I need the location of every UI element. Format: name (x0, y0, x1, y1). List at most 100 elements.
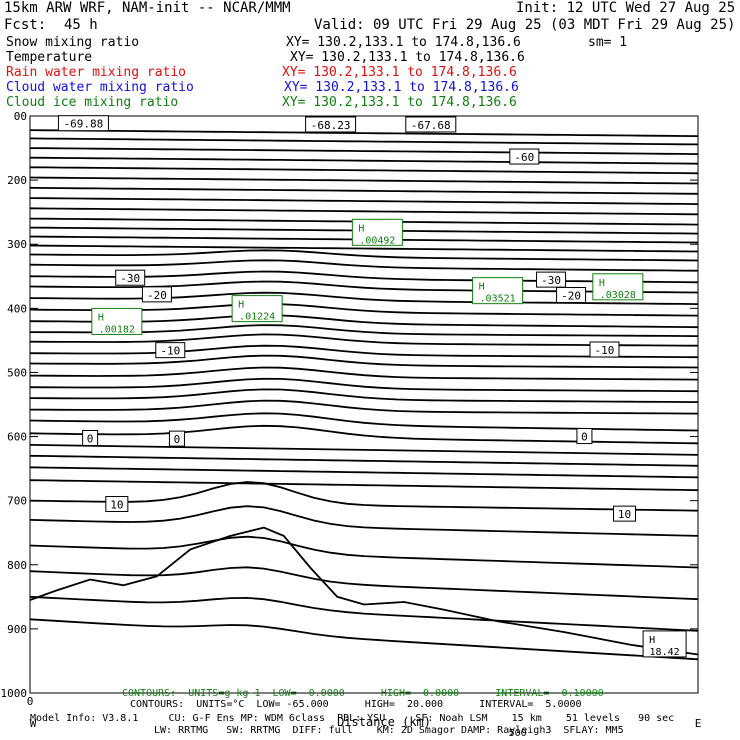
isotherm-line (29, 147, 699, 155)
temperature-min-label: -67.68 (405, 116, 457, 133)
valid-time: Valid: 09 UTC Fri 29 Aug 25 (03 MDT Fri … (314, 17, 736, 33)
isotherm-line (29, 166, 699, 175)
temperature-contours (29, 129, 699, 661)
isotherm-line (29, 344, 699, 359)
x-axis-label: Distance (km) (337, 715, 431, 729)
label-box (105, 496, 129, 513)
isotherm-line (29, 399, 699, 415)
field-xy-rain: XY= 130.2,133.1 to 174.8,136.6 (282, 65, 517, 80)
label-text: 0 (87, 432, 94, 445)
high-box (642, 630, 687, 658)
isotherm-label: -60 (509, 148, 540, 165)
cloud-ice-high: H.03521 (472, 277, 524, 305)
isotherm-line (29, 176, 699, 185)
label-box (556, 287, 587, 304)
isotherm-label: 0 (168, 430, 185, 447)
isotherm-line (29, 186, 699, 195)
cloud-ice-high: H.03028 (592, 273, 644, 301)
field-extra-snow: sm= 1 (588, 35, 628, 50)
field-xy-cloudice: XY= 130.2,133.1 to 174.8,136.6 (282, 95, 517, 110)
label-box (82, 429, 99, 446)
isotherm-line (29, 291, 699, 305)
isotherm-line (29, 249, 699, 262)
isotherm-line (29, 354, 699, 369)
field-name-cloudwater: Cloud water mixing ratio (6, 80, 194, 95)
isotherm-label: 10 (613, 505, 637, 522)
isotherm-line (29, 412, 699, 432)
high-symbol: H (238, 300, 244, 311)
isotherm-label: 0 (576, 428, 593, 445)
label-text: -67.68 (411, 119, 451, 132)
label-box (589, 341, 620, 358)
high-value: 18.42 (650, 647, 680, 658)
high-box (91, 307, 143, 335)
isotherm-line (29, 377, 699, 393)
label-text: -10 (160, 345, 180, 358)
y-tick-label: 800 (7, 559, 27, 572)
isotherm-line (29, 566, 699, 601)
y-tick-label: 900 (7, 623, 27, 636)
y-tick-label: 300 (7, 238, 27, 251)
isotherm-label: -20 (556, 287, 587, 304)
high-symbol: H (649, 635, 655, 646)
x-tick-label: 500 (509, 728, 527, 739)
fcst-label: Fcst: (4, 17, 47, 33)
temperature-high: H18.42 (642, 630, 687, 658)
cloud-ice-high: H.01224 (231, 295, 283, 323)
label-box (576, 428, 593, 445)
label-box (405, 116, 457, 133)
isotherm-line (29, 444, 699, 456)
isotherm-label: -30 (115, 269, 146, 286)
cloud-ice-high: H.00182 (91, 307, 143, 335)
label-text: 10 (110, 499, 123, 512)
model-title: 15km ARW WRF, NAM-init -- NCAR/MMM (4, 0, 291, 16)
label-text: -20 (561, 290, 581, 303)
label-box (115, 269, 146, 286)
high-box (231, 295, 283, 323)
label-box (168, 430, 185, 447)
field-name-cloudice: Cloud ice mixing ratio (6, 95, 179, 110)
contour-info-temp: CONTOURS: UNITS=°C LOW= -65.000 HIGH= 20… (130, 699, 582, 710)
high-box (592, 273, 644, 301)
label-text: -60 (514, 151, 534, 164)
isotherm-label: -10 (589, 341, 620, 358)
field-name-snow: Snow mixing ratio (6, 35, 140, 50)
label-text: 0 (581, 431, 588, 444)
label-text: -69.88 (64, 118, 104, 131)
label-text: -30 (541, 274, 561, 287)
isotherm-line (29, 466, 699, 479)
high-value: .03521 (480, 294, 516, 305)
y-tick-label: 200 (7, 174, 27, 187)
field-xy-cloudwater: XY= 130.2,133.1 to 174.8,136.6 (284, 80, 519, 95)
high-box (351, 218, 403, 246)
isotherm-line (29, 137, 699, 146)
field-name-temp: Temperature (6, 50, 93, 65)
terrain-line (29, 526, 699, 656)
contour-info-ice: CONTOURS: UNITS=g kg-1 LOW= 0.0000 HIGH=… (122, 688, 604, 699)
isotherm-line (29, 535, 699, 569)
isotherm-line (29, 481, 699, 512)
label-text: -10 (595, 344, 615, 357)
isotherm-label: -20 (141, 286, 172, 303)
y-tick-label: 1000 (1, 687, 28, 700)
temperature-min-label: -69.88 (57, 115, 109, 132)
init-time: Init: 12 UTC Wed 27 Aug 25 (516, 0, 736, 16)
isotherm-line (29, 156, 699, 165)
label-box (305, 116, 357, 133)
temperature-min-label: -68.23 (305, 116, 357, 133)
isotherm-label: -30 (536, 271, 567, 288)
high-value: .01224 (239, 312, 275, 323)
isotherm-line (29, 129, 699, 137)
label-box (155, 342, 186, 359)
label-box (57, 115, 109, 132)
plot-border (29, 115, 699, 694)
isotherm-line (29, 197, 699, 205)
high-value: .00182 (99, 324, 135, 335)
isotherm-line (29, 259, 699, 272)
axes: 0020030040050060070080090010000500Distan… (1, 110, 702, 739)
y-tick-label: 500 (7, 366, 27, 379)
high-value: .03028 (600, 290, 636, 301)
high-value: .00492 (359, 235, 395, 246)
cloud-ice-high: H.00492 (351, 218, 403, 246)
isotherm-line (29, 280, 699, 294)
